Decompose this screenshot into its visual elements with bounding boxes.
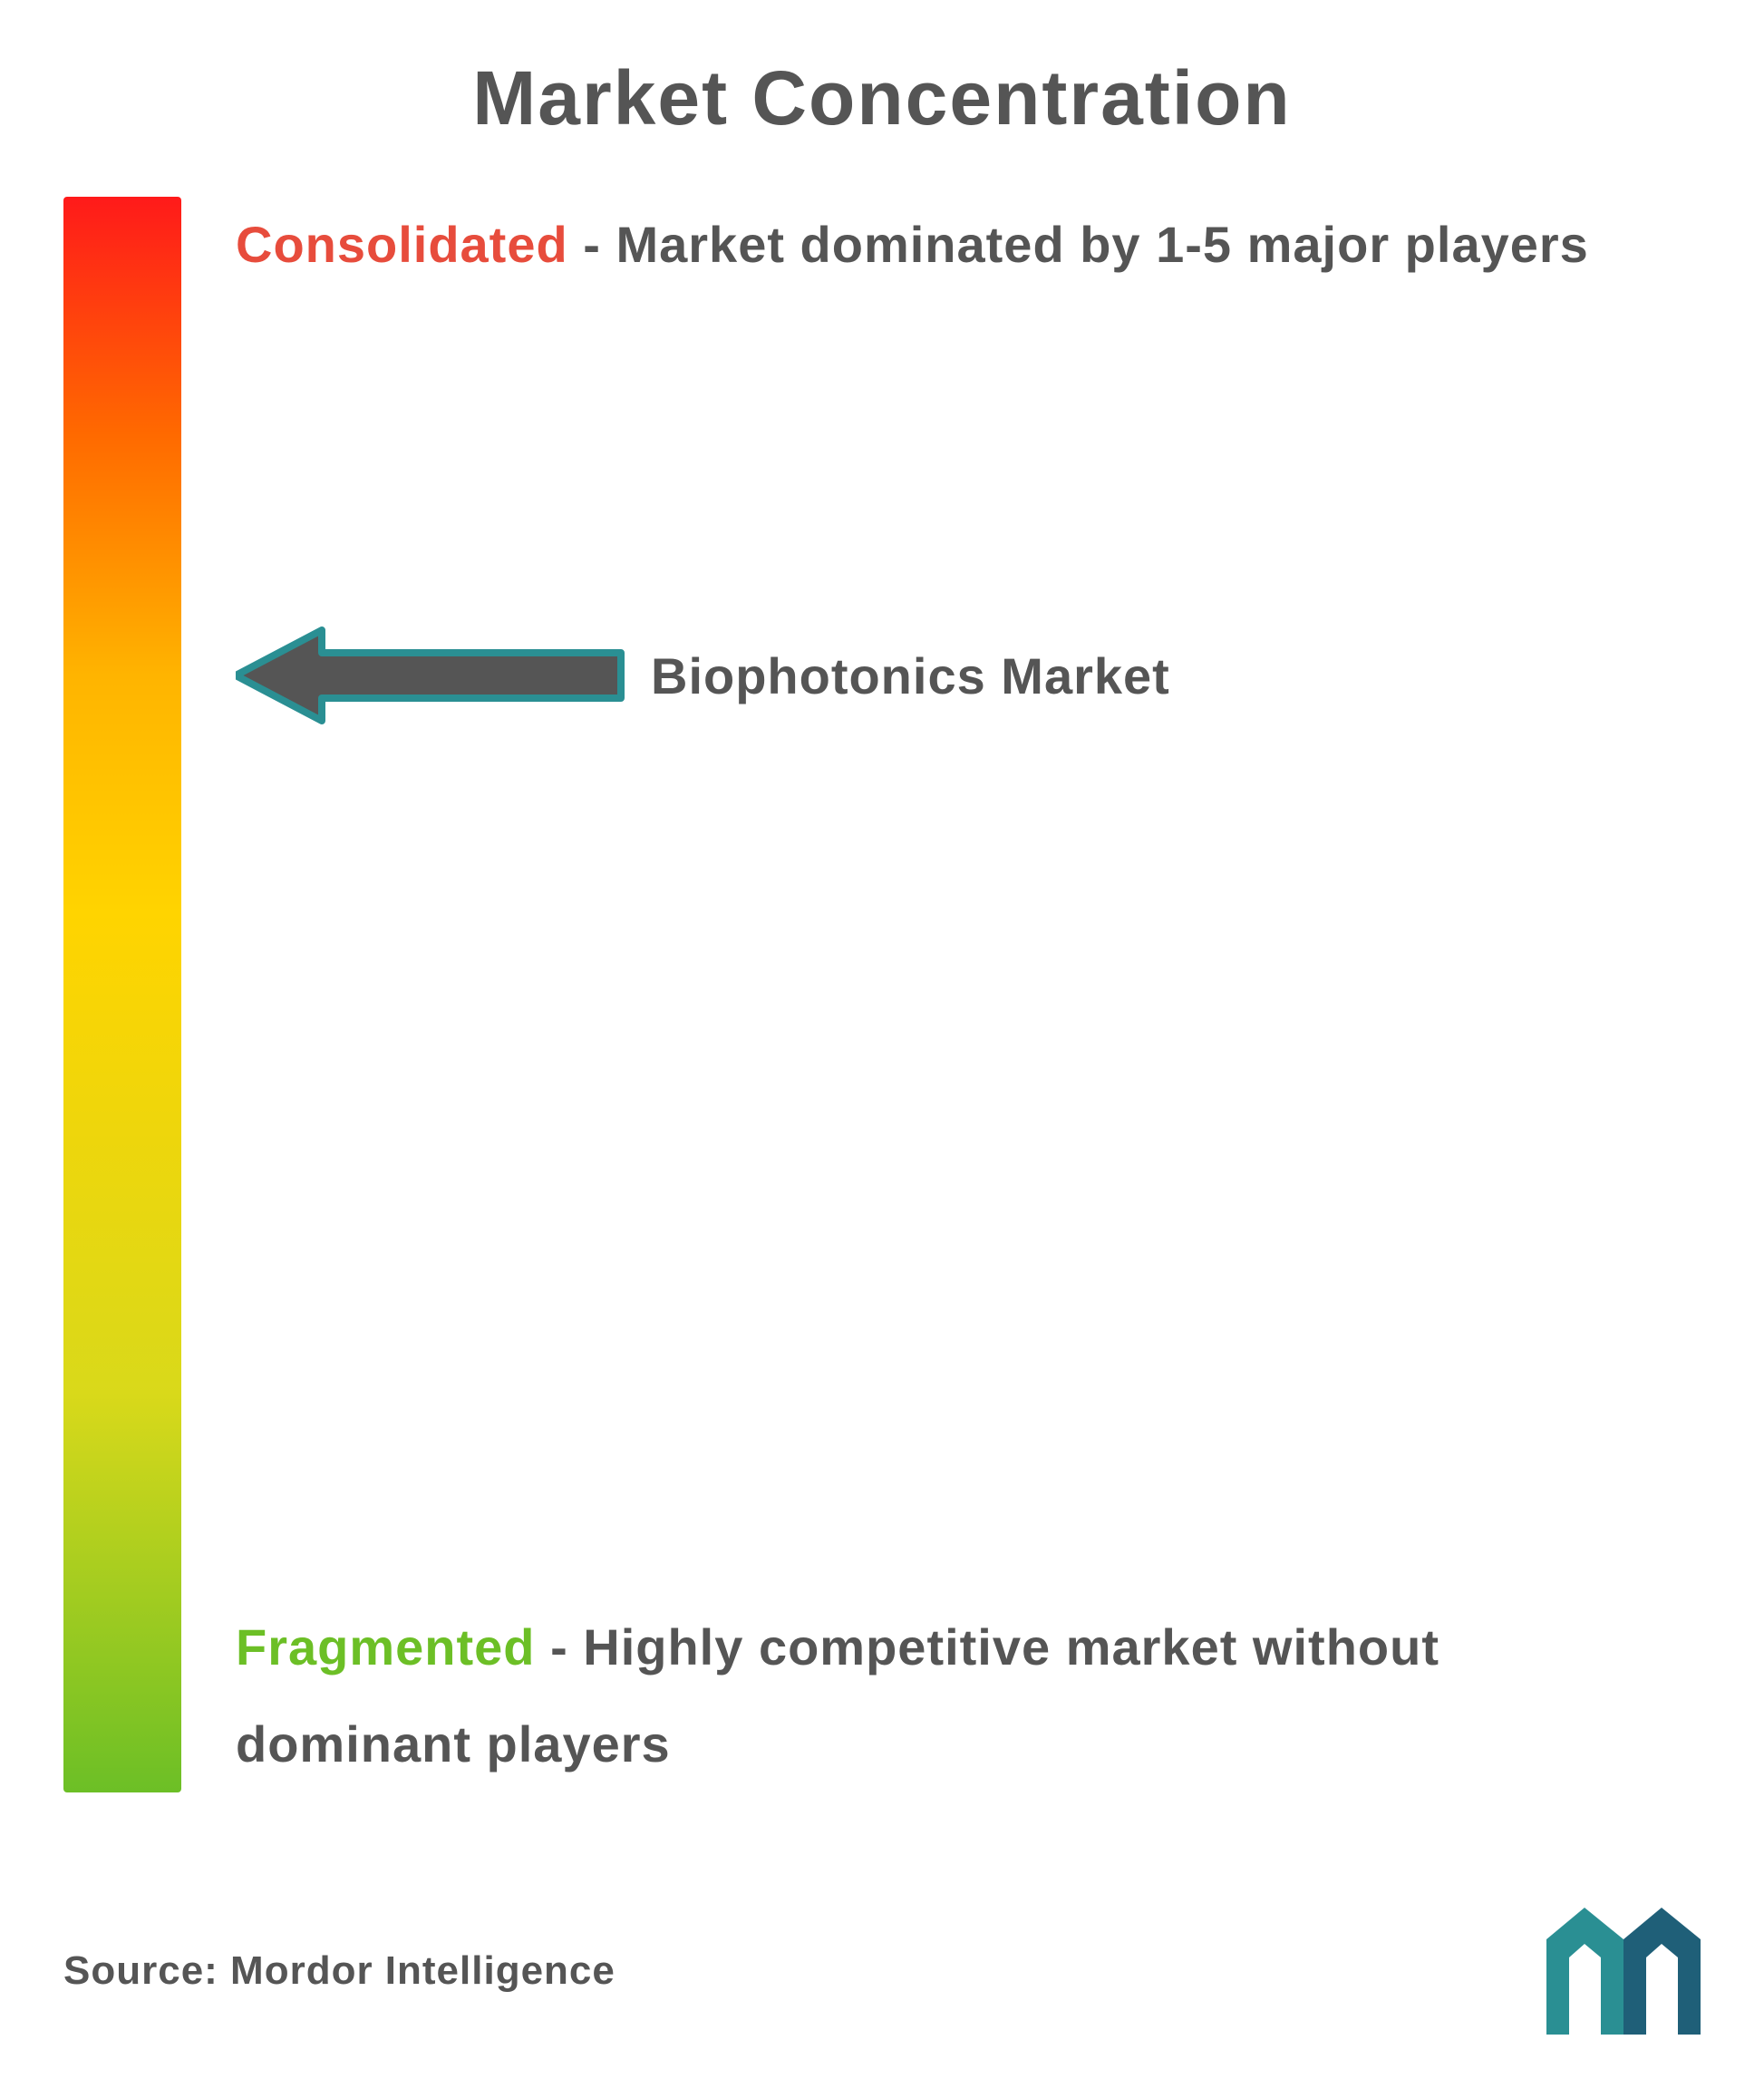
scale-gradient-bar (63, 197, 181, 1792)
marker-arrow-icon (236, 626, 625, 725)
marker-label: Biophotonics Market (651, 646, 1170, 705)
marker-arrow-shape (236, 630, 621, 721)
top-label-key: Consolidated (236, 216, 568, 273)
chart-body: Consolidated - Market dominated by 1-5 m… (63, 197, 1701, 1792)
source-prefix: Source: (63, 1948, 230, 1993)
scale-labels-column: Consolidated - Market dominated by 1-5 m… (236, 197, 1701, 1792)
bottom-label-key: Fragmented (236, 1618, 536, 1675)
footer-row: Source: Mordor Intelligence (63, 1908, 1701, 2035)
source-value: Mordor Intelligence (230, 1948, 615, 1993)
top-scale-label: Consolidated - Market dominated by 1-5 m… (236, 197, 1637, 293)
logo-right-shape (1623, 1908, 1701, 2035)
brand-logo-icon (1546, 1908, 1701, 2035)
chart-title: Market Concentration (63, 36, 1701, 197)
logo-left-shape (1546, 1908, 1623, 2035)
source-text: Source: Mordor Intelligence (63, 1948, 615, 1994)
bottom-scale-label: Fragmented - Highly competitive market w… (236, 1599, 1637, 1792)
scale-bar-column (63, 197, 181, 1792)
top-label-desc: - Market dominated by 1-5 major players (583, 216, 1589, 273)
infographic-card: Market Concentration Consolidated - Mark… (0, 0, 1764, 2098)
marker-arrow-block: Biophotonics Market (236, 626, 1170, 725)
